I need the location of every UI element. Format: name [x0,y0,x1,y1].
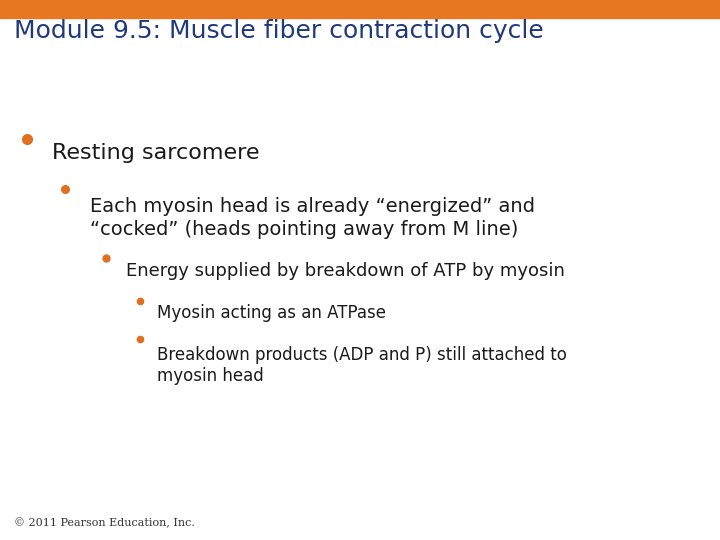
Text: Myosin acting as an ATPase: Myosin acting as an ATPase [157,304,386,322]
Text: © 2011 Pearson Education, Inc.: © 2011 Pearson Education, Inc. [14,517,195,528]
Text: Resting sarcomere: Resting sarcomere [52,143,259,163]
Text: Breakdown products (ADP and P) still attached to
myosin head: Breakdown products (ADP and P) still att… [157,346,567,385]
Text: Energy supplied by breakdown of ATP by myosin: Energy supplied by breakdown of ATP by m… [126,262,565,280]
Text: Each myosin head is already “energized” and
“cocked” (heads pointing away from M: Each myosin head is already “energized” … [90,197,535,239]
Text: Module 9.5: Muscle fiber contraction cycle: Module 9.5: Muscle fiber contraction cyc… [14,19,544,43]
Bar [0,0,720,18]
